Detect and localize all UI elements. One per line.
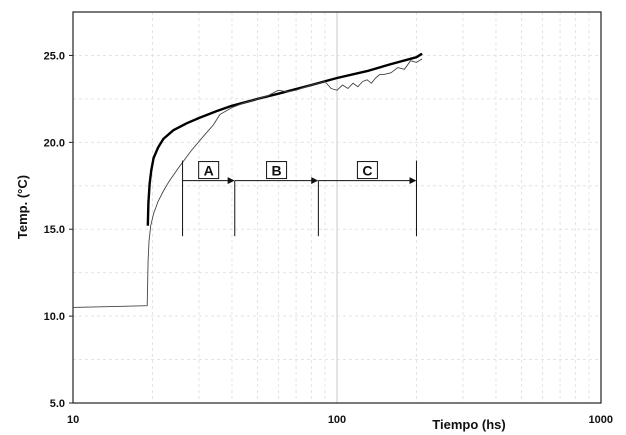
zone-label-box: [266, 161, 288, 180]
y-tick-label: 5.0: [50, 398, 65, 410]
y-tick-label: 10.0: [44, 311, 65, 323]
fitted-curve-line: [146, 52, 423, 226]
grid-layer: [73, 12, 601, 403]
zone-label: B: [272, 163, 282, 179]
y-axis-title: Temp. (°C): [15, 175, 30, 239]
y-tick-label: 20.0: [44, 137, 65, 149]
plot-frame: [72, 11, 602, 404]
series-layer: [72, 52, 423, 308]
x-tick-label: 100: [328, 414, 346, 426]
x-tick-label: 10: [67, 414, 79, 426]
zone-label: A: [204, 163, 214, 179]
tick-layer: 5.0 10.0 15.0 20.0 25.0 10 100 1000: [44, 50, 613, 426]
zone-layer: A B C: [182, 160, 417, 237]
x-axis-title: Tiempo (hs): [432, 417, 505, 432]
zone-label-box: [198, 161, 220, 180]
y-tick-label: 25.0: [44, 50, 65, 62]
zone-label-box: [356, 161, 378, 180]
y-tick-label: 15.0: [44, 224, 65, 236]
measured-data-line: [72, 58, 423, 308]
zone-label: C: [362, 163, 372, 179]
x-tick-label: 1000: [589, 414, 613, 426]
